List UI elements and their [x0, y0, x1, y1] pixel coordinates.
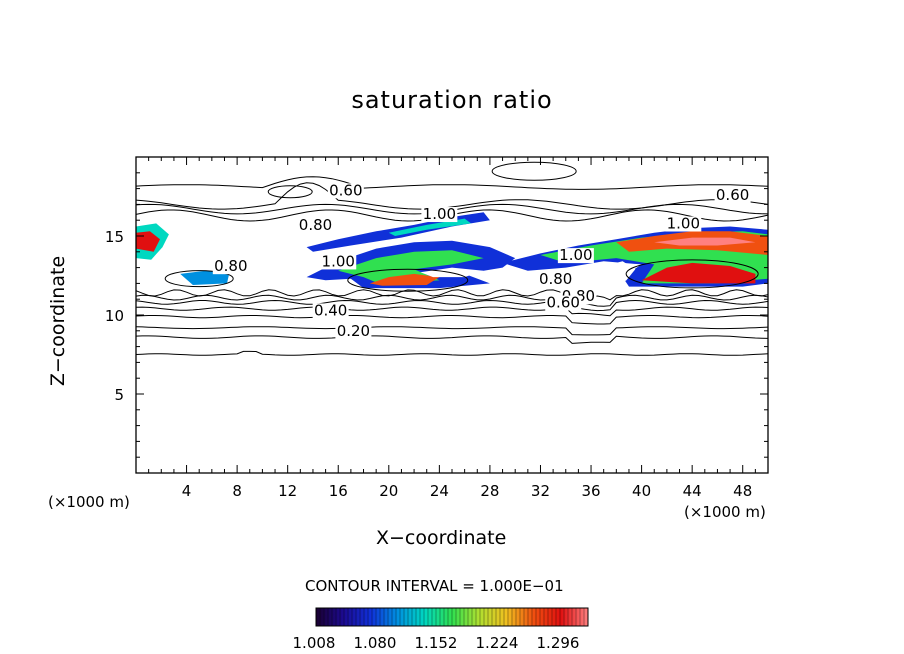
x-axis-label: X−coordinate [376, 527, 507, 549]
contour-interval-note: CONTOUR INTERVAL = 1.000E−01 [305, 577, 564, 595]
colorbar-tick-label: 1.008 [293, 634, 336, 652]
contour-right-loop [625, 259, 759, 289]
fill-region-right-hot-core [654, 237, 756, 246]
contour-0.50 [136, 306, 768, 317]
x-tick-label: 4 [182, 482, 192, 500]
fill-region-central-inner [338, 250, 484, 285]
colorbar-tick-label: 1.152 [415, 634, 458, 652]
contour-label-bg [297, 218, 334, 234]
colorbar-tick-label: 1.224 [476, 634, 519, 652]
x-tick-label: 16 [329, 482, 348, 500]
colorbar: 1.008 1.080 1.152 1.224 1.296 [293, 607, 589, 652]
contour-label: 0.60 [329, 181, 362, 199]
contour-upper-bubble [267, 185, 313, 199]
contour-label-bg [320, 254, 357, 270]
x-tick-label: 12 [278, 482, 297, 500]
contour-label-bg [714, 188, 751, 204]
contour-label: 0.60 [716, 186, 749, 204]
contour-label-bg [421, 207, 458, 223]
colorbar-tick-label: 1.296 [537, 634, 580, 652]
contour-label-bg [545, 295, 582, 311]
contour-0.20 [136, 335, 768, 344]
contour-upper-0.60 [136, 182, 768, 210]
fill-region-right-band-lower-hot [641, 262, 756, 284]
x-tick-label: 32 [531, 482, 550, 500]
contour-label: 0.80 [214, 257, 247, 275]
x-unit-label-left: (×1000 m) [48, 493, 130, 511]
contour-top-bubble [491, 161, 577, 181]
contour-0.10 [136, 350, 768, 356]
contour-label-bg [665, 216, 702, 232]
contour-central-loop [347, 268, 469, 292]
x-tick-label: 40 [632, 482, 651, 500]
contour-label: 1.00 [559, 246, 592, 264]
contour-0.80 [136, 289, 768, 303]
x-tick-label: 28 [480, 482, 499, 500]
x-tick-label: 44 [683, 482, 702, 500]
contour-label: 1.00 [322, 252, 355, 270]
gap-region-right [583, 261, 636, 293]
fill-region-small-blob [180, 270, 230, 285]
contour-left-loop [164, 270, 234, 288]
contour-label-bg [537, 271, 574, 287]
y-tick-label: 10 [105, 307, 124, 325]
x-tick-label: 8 [232, 482, 242, 500]
x-tick-label: 36 [581, 482, 600, 500]
y-tick-label: 15 [105, 228, 124, 246]
contour-label-bg [327, 183, 364, 199]
contour-label: 0.80 [299, 216, 332, 234]
contour-0.60 [136, 299, 768, 312]
x-tick-label: 20 [379, 482, 398, 500]
x-tick-label: 24 [430, 482, 449, 500]
contour-label-bg [312, 303, 349, 319]
contour-0.30 [136, 326, 768, 336]
colorbar-tick-label: 1.080 [354, 634, 397, 652]
contour-upper-0.50 [136, 176, 768, 190]
contour-label: 1.00 [667, 215, 700, 233]
x-unit-label-right: (×1000 m) [684, 503, 766, 521]
contour-label: 0.80 [539, 270, 572, 288]
contour-label-bg [212, 259, 249, 275]
contour-label-bg [335, 323, 372, 339]
contour-labels: 0.600.801.000.801.000.400.201.000.800.80… [212, 181, 751, 340]
contour-label-bg [557, 248, 594, 264]
contour-label: 1.00 [423, 205, 456, 223]
contour-0.40 [136, 315, 768, 325]
contour-0.70 [136, 294, 768, 307]
fill-region-upper-streak-inner [388, 218, 471, 236]
x-tick-label: 48 [733, 482, 752, 500]
contour-label: 0.60 [547, 294, 580, 312]
chart-title: saturation ratio [351, 86, 553, 114]
contour-label: 0.20 [337, 322, 370, 340]
contour-label: 0.40 [314, 301, 347, 319]
y-tick-label: 5 [114, 386, 124, 404]
fill-region-central-core [369, 273, 440, 286]
